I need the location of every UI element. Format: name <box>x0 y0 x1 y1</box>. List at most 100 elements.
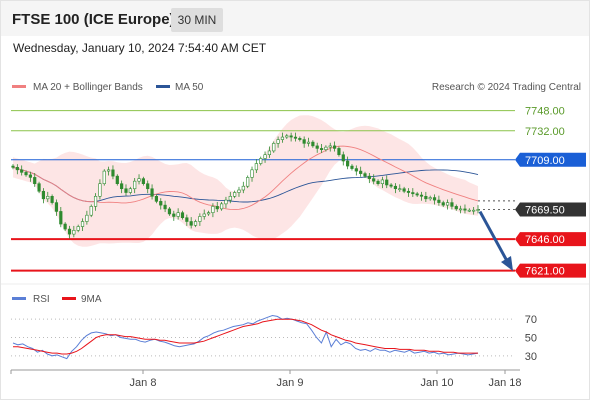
resistance-2-label: 7748.00 <box>525 106 565 118</box>
candle <box>233 190 237 199</box>
candle <box>115 174 119 186</box>
candle <box>341 151 345 166</box>
key-levels <box>11 110 515 272</box>
candle-body <box>346 160 350 167</box>
candle <box>33 172 37 187</box>
candle <box>385 175 389 189</box>
current-price-label: 7669.50 <box>525 205 565 217</box>
candle-body <box>115 175 119 184</box>
candle <box>80 218 85 231</box>
candle <box>228 191 232 204</box>
timeframe-badge[interactable]: 30 MIN <box>171 8 223 32</box>
forecast-arrow <box>478 210 513 271</box>
candle <box>346 156 350 170</box>
candle-body <box>120 183 124 190</box>
candle <box>224 196 228 209</box>
candle-body <box>107 169 111 172</box>
candle-body <box>133 180 137 190</box>
candle <box>241 181 245 194</box>
candle <box>445 199 450 210</box>
candle-body <box>76 226 80 231</box>
candle <box>289 132 293 142</box>
candle-body <box>385 179 389 186</box>
candle <box>137 174 141 185</box>
candle <box>189 217 193 229</box>
candle <box>176 208 180 220</box>
candle <box>393 183 398 194</box>
candle-body <box>180 212 185 219</box>
candle-body <box>37 183 41 192</box>
candle <box>46 191 50 202</box>
candle <box>220 201 224 211</box>
ma50-legend-label: MA 50 <box>175 82 204 93</box>
candle-body <box>176 212 180 217</box>
candle <box>254 159 258 173</box>
candle <box>11 164 15 170</box>
candle <box>454 204 458 211</box>
support-2-label: 7621.00 <box>525 266 565 278</box>
candle-body <box>128 188 132 193</box>
candle <box>419 191 424 201</box>
candle <box>411 188 415 197</box>
candle <box>302 136 306 148</box>
candle <box>311 140 315 148</box>
instrument-title: FTSE 100 (ICE Europe) <box>12 11 175 28</box>
candle <box>428 195 432 201</box>
candle-body <box>393 185 398 190</box>
bollinger-band-area <box>13 115 478 247</box>
candle <box>89 204 93 218</box>
candle-body <box>276 139 280 144</box>
candle-body <box>141 178 145 184</box>
chart-header: FTSE 100 (ICE Europe) 30 MIN <box>1 1 589 36</box>
candle-body <box>98 183 102 197</box>
rsi-ma-line <box>13 318 478 355</box>
candle-body <box>198 216 202 222</box>
candle-body <box>285 135 289 138</box>
candle-body <box>372 178 376 182</box>
candle-body <box>24 172 28 176</box>
candle <box>211 203 215 218</box>
candle <box>28 171 32 182</box>
candle <box>172 210 176 221</box>
candle <box>337 146 341 157</box>
candle <box>15 164 19 175</box>
candle-body <box>476 209 480 211</box>
candle-body <box>85 214 89 222</box>
candle-body <box>411 192 415 195</box>
ma20-line <box>12 145 479 211</box>
candle <box>437 195 441 206</box>
candle-body <box>324 146 328 150</box>
candle <box>372 174 376 185</box>
candle-body <box>241 185 245 191</box>
candle-body <box>319 148 324 150</box>
candle <box>159 198 163 210</box>
candle <box>202 209 206 220</box>
candle-body <box>150 188 154 197</box>
candle <box>54 199 59 216</box>
candle <box>328 142 332 152</box>
candle <box>67 225 72 239</box>
candle <box>237 186 241 197</box>
candle-body <box>315 145 319 149</box>
bollinger-bands <box>13 115 478 247</box>
candle <box>76 224 80 233</box>
candle-body <box>467 209 471 212</box>
candle <box>50 194 54 205</box>
candle <box>315 142 319 153</box>
rsi-ma-legend-label: 9MA <box>81 294 102 305</box>
candle-body <box>93 196 98 207</box>
candle <box>167 207 172 216</box>
candle <box>124 184 128 196</box>
x-label: Jan 10 <box>420 377 453 389</box>
candle <box>150 184 154 200</box>
candle <box>154 194 159 204</box>
candle-body <box>398 188 402 191</box>
candle-body <box>402 188 406 192</box>
candle <box>20 165 24 176</box>
candle-body <box>167 208 172 215</box>
candle-body <box>220 203 224 210</box>
candle-body <box>46 196 50 200</box>
candle-body <box>259 158 263 164</box>
candle <box>450 198 454 210</box>
